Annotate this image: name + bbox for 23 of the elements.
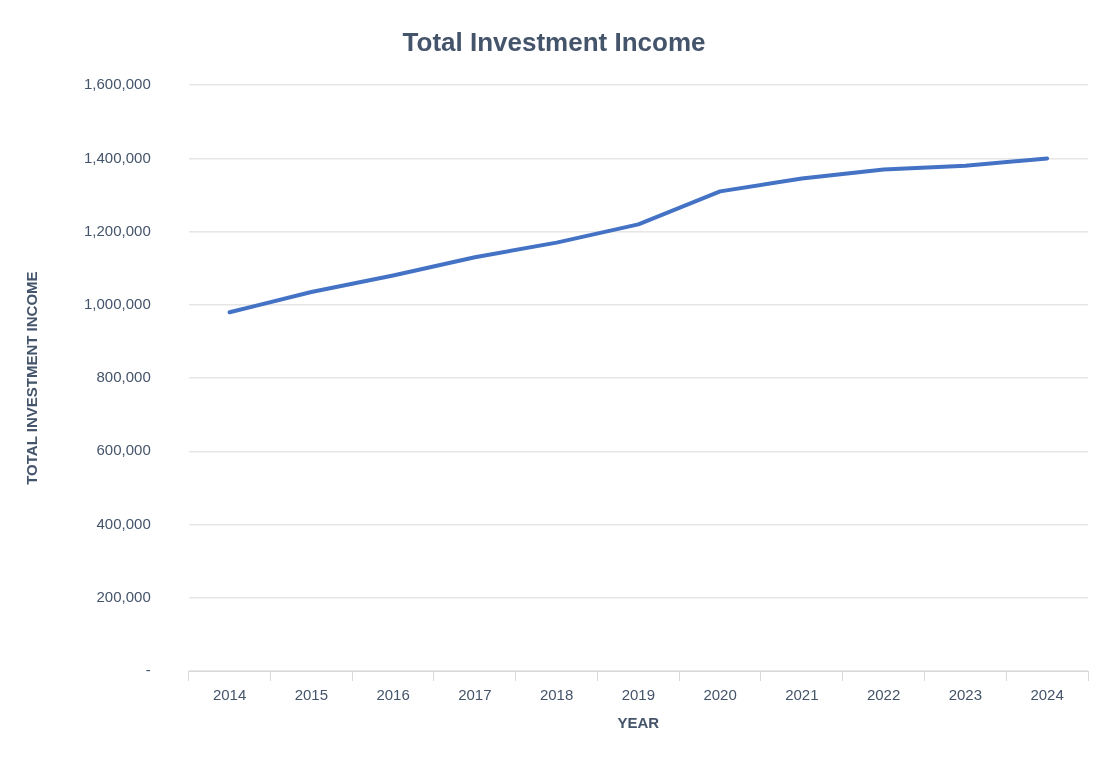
y-tick-label: 200,000 [96,587,151,605]
y-tick-label: - [145,661,151,679]
chart-title: Total Investment Income [402,26,706,57]
x-tick-label: 2020 [703,686,737,704]
x-tick-label: 2016 [376,686,410,704]
y-tick-label: 1,200,000 [84,221,151,239]
x-axis-title: YEAR [617,714,660,732]
x-tick-label: 2018 [539,686,574,704]
x-tick-label: 2024 [1030,686,1064,704]
y-tick-label: 1,000,000 [84,295,151,313]
x-tick-label: 2017 [458,686,492,704]
y-tick-label: 400,000 [96,514,151,532]
y-tick-label: 600,000 [96,441,151,459]
y-tick-label: 1,600,000 [84,75,151,93]
x-tick-label: 2015 [294,686,329,704]
y-axis-title: TOTAL INVESTMENT INCOME [23,271,41,485]
y-tick-label: 1,400,000 [84,148,151,166]
x-tick-label: 2022 [866,686,901,704]
x-tick-label: 2021 [785,686,819,704]
x-tick-label: 2019 [621,686,656,704]
x-tick-label: 2023 [948,686,983,704]
x-tick-label: 2014 [212,686,247,704]
y-tick-label: 800,000 [96,368,151,386]
